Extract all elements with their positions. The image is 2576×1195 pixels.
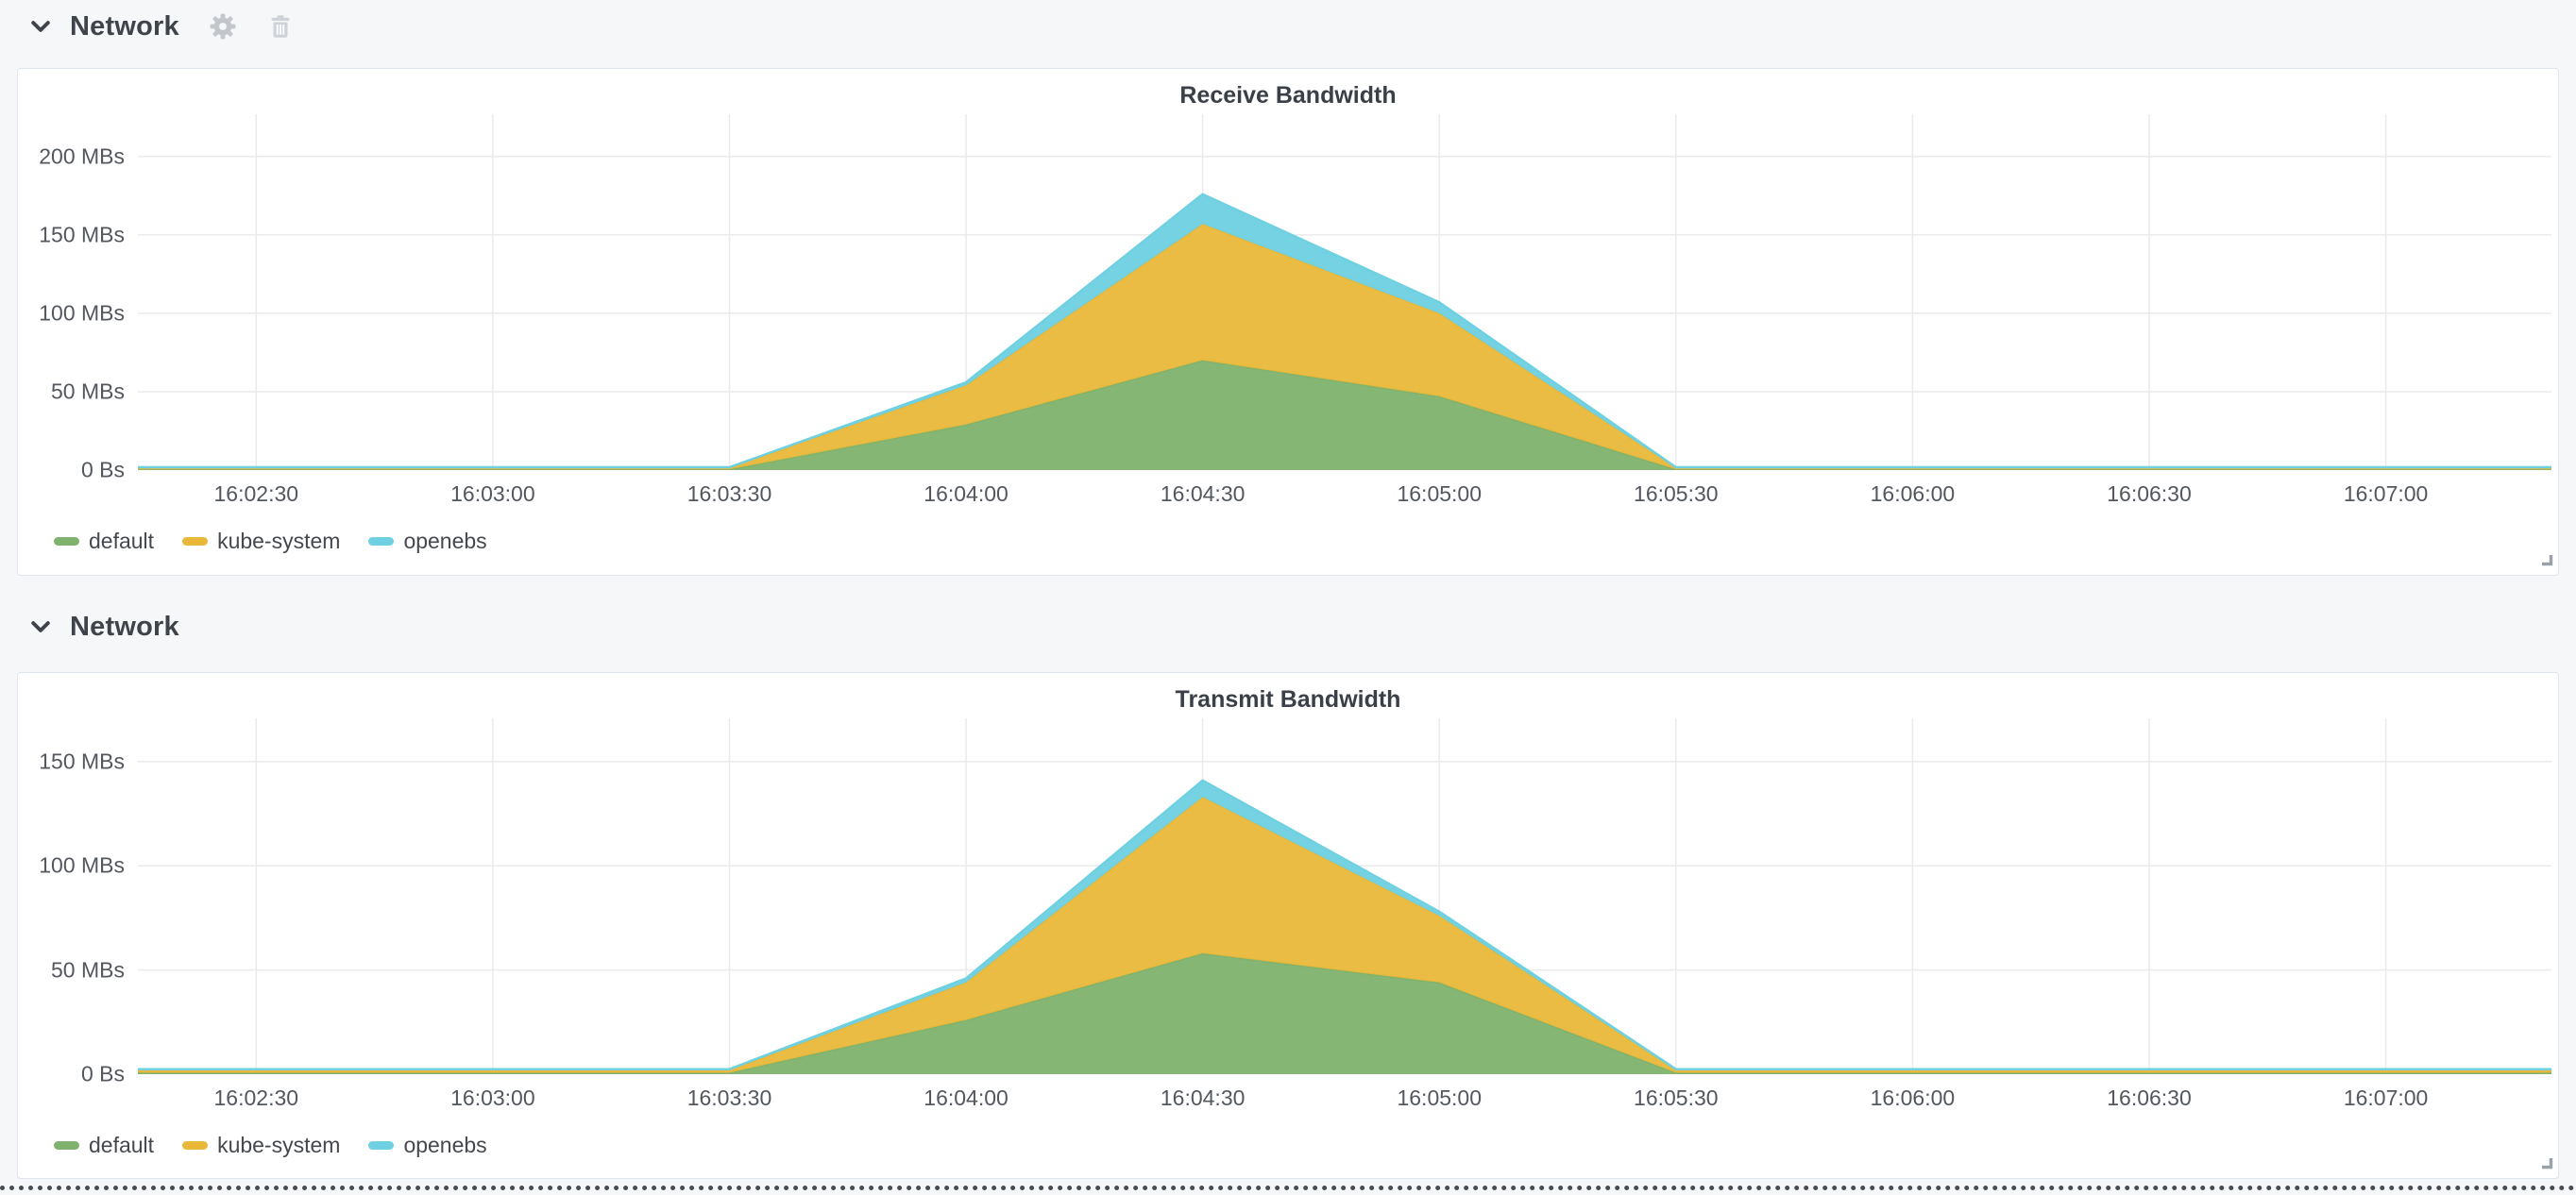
y-axis-tick-label: 100 MBs [39, 852, 125, 878]
x-axis-tick-label: 16:03:00 [450, 1086, 535, 1110]
x-axis-tick-label: 16:06:00 [1870, 481, 1956, 506]
x-axis-tick-label: 16:06:30 [2107, 1086, 2192, 1110]
x-axis-tick-label: 16:06:00 [1870, 1086, 1956, 1110]
y-axis-tick-label: 150 MBs [39, 222, 125, 247]
panel-title[interactable]: Transmit Bandwidth [1175, 686, 1401, 713]
legend-item-openebs[interactable]: openebs [368, 529, 487, 554]
receive-bandwidth-chart[interactable] [138, 114, 2551, 470]
y-axis-tick-label: 0 Bs [80, 1061, 125, 1086]
collapsed-row-divider[interactable] [0, 1186, 2576, 1190]
y-axis-tick-label: 150 MBs [39, 749, 125, 774]
legend-swatch-icon [54, 537, 79, 546]
x-axis-tick-label: 16:05:00 [1397, 481, 1482, 506]
y-axis-tick-label: 50 MBs [51, 957, 125, 983]
x-axis-tick-label: 16:02:30 [213, 1086, 299, 1110]
y-axis-tick-label: 50 MBs [51, 379, 125, 404]
y-axis-tick-label: 200 MBs [39, 143, 125, 169]
chart-legend: default kube-system openebs [54, 1133, 487, 1158]
x-axis-tick-label: 16:07:00 [2343, 481, 2429, 506]
legend-item-default[interactable]: default [54, 1133, 154, 1158]
x-axis-tick-label: 16:06:30 [2107, 481, 2192, 506]
x-axis-tick-label: 16:04:00 [924, 481, 1008, 506]
gear-icon[interactable] [206, 9, 240, 43]
chart-legend: default kube-system openebs [54, 529, 487, 554]
legend-swatch-icon [54, 1141, 79, 1150]
x-axis-tick-label: 16:04:00 [924, 1086, 1008, 1110]
x-axis-tick-label: 16:03:00 [450, 481, 535, 506]
legend-item-kube-system[interactable]: kube-system [182, 529, 340, 554]
row-title[interactable]: Network [70, 10, 179, 42]
panel-resize-handle-icon[interactable] [2539, 552, 2553, 571]
x-axis-tick-label: 16:05:30 [1634, 481, 1719, 506]
legend-item-openebs[interactable]: openebs [368, 1133, 487, 1158]
row-header-network-2[interactable]: Network [0, 600, 179, 653]
legend-swatch-icon [368, 537, 395, 546]
legend-swatch-icon [182, 1141, 209, 1150]
x-axis-tick-label: 16:03:30 [686, 1086, 772, 1110]
x-axis-tick-label: 16:05:30 [1634, 1086, 1719, 1110]
x-axis-tick-label: 16:03:30 [686, 481, 772, 506]
row-title[interactable]: Network [70, 611, 179, 642]
trash-icon[interactable] [266, 12, 295, 41]
legend-swatch-icon [182, 537, 209, 546]
x-axis-tick-label: 16:07:00 [2343, 1086, 2429, 1110]
chevron-down-icon[interactable] [28, 14, 53, 39]
chevron-down-icon[interactable] [28, 614, 53, 639]
panel-receive-bandwidth: Receive Bandwidth 0 Bs 50 MBs 100 MBs 150 M… [17, 68, 2559, 576]
legend-swatch-icon [368, 1141, 395, 1150]
x-axis-tick-label: 16:04:30 [1160, 481, 1246, 506]
panel-resize-handle-icon[interactable] [2539, 1155, 2553, 1174]
y-axis-tick-label: 100 MBs [39, 300, 125, 326]
x-axis-tick-label: 16:02:30 [213, 481, 299, 506]
row-header-network-1[interactable]: Network [0, 0, 295, 53]
legend-item-kube-system[interactable]: kube-system [182, 1133, 340, 1158]
panel-title[interactable]: Receive Bandwidth [1179, 82, 1397, 109]
panel-transmit-bandwidth: Transmit Bandwidth 0 Bs 50 MBs 100 MBs 150 … [17, 672, 2559, 1179]
legend-item-default[interactable]: default [54, 529, 154, 554]
y-axis-tick-label: 0 Bs [80, 457, 125, 482]
x-axis-tick-label: 16:05:00 [1397, 1086, 1482, 1110]
x-axis-tick-label: 16:04:30 [1160, 1086, 1246, 1110]
transmit-bandwidth-chart[interactable] [138, 718, 2551, 1074]
